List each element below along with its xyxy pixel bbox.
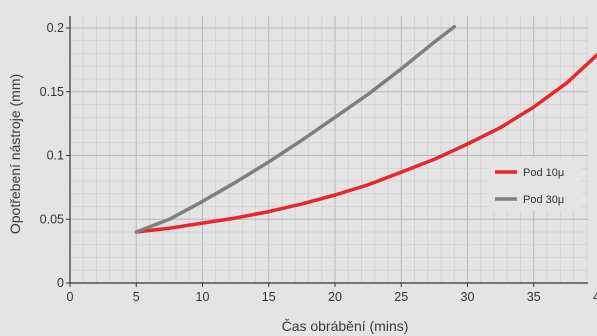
x-tick-label: 20 (328, 290, 342, 304)
x-tick-label: 5 (133, 290, 140, 304)
legend: Pod 10μ Pod 30μ (489, 158, 581, 211)
x-tick-label: 35 (527, 290, 541, 304)
y-tick-label: 0 (57, 276, 64, 290)
y-axis-title: Opotřebení nástroje (mm) (7, 74, 23, 234)
series-lines (134, 24, 597, 234)
y-tick-label: 0.05 (40, 212, 64, 226)
series-line-2 (134, 24, 457, 234)
x-tick-label: 0 (67, 290, 74, 304)
x-tick-label: 15 (262, 290, 276, 304)
axes (66, 16, 588, 287)
y-tick-label: 0.1 (47, 149, 64, 163)
x-tick-label: 30 (461, 290, 475, 304)
legend-background (489, 158, 581, 211)
series-line-1 (134, 52, 597, 234)
legend-label-2: Pod 30μ (523, 194, 564, 206)
y-tick-label: 0.15 (40, 85, 64, 99)
x-tick-label: 40 (593, 290, 597, 304)
grid (69, 16, 588, 284)
y-tick-label: 0.2 (47, 21, 64, 35)
x-axis-title: Čas obrábění (mins) (282, 318, 409, 334)
x-tick-label: 25 (394, 290, 408, 304)
x-tick-label: 10 (196, 290, 210, 304)
tick-labels: 0 5 10 15 20 25 30 35 40 0 0.05 0.1 0.15 0.2 (40, 21, 597, 304)
legend-label-1: Pod 10μ (523, 167, 564, 179)
